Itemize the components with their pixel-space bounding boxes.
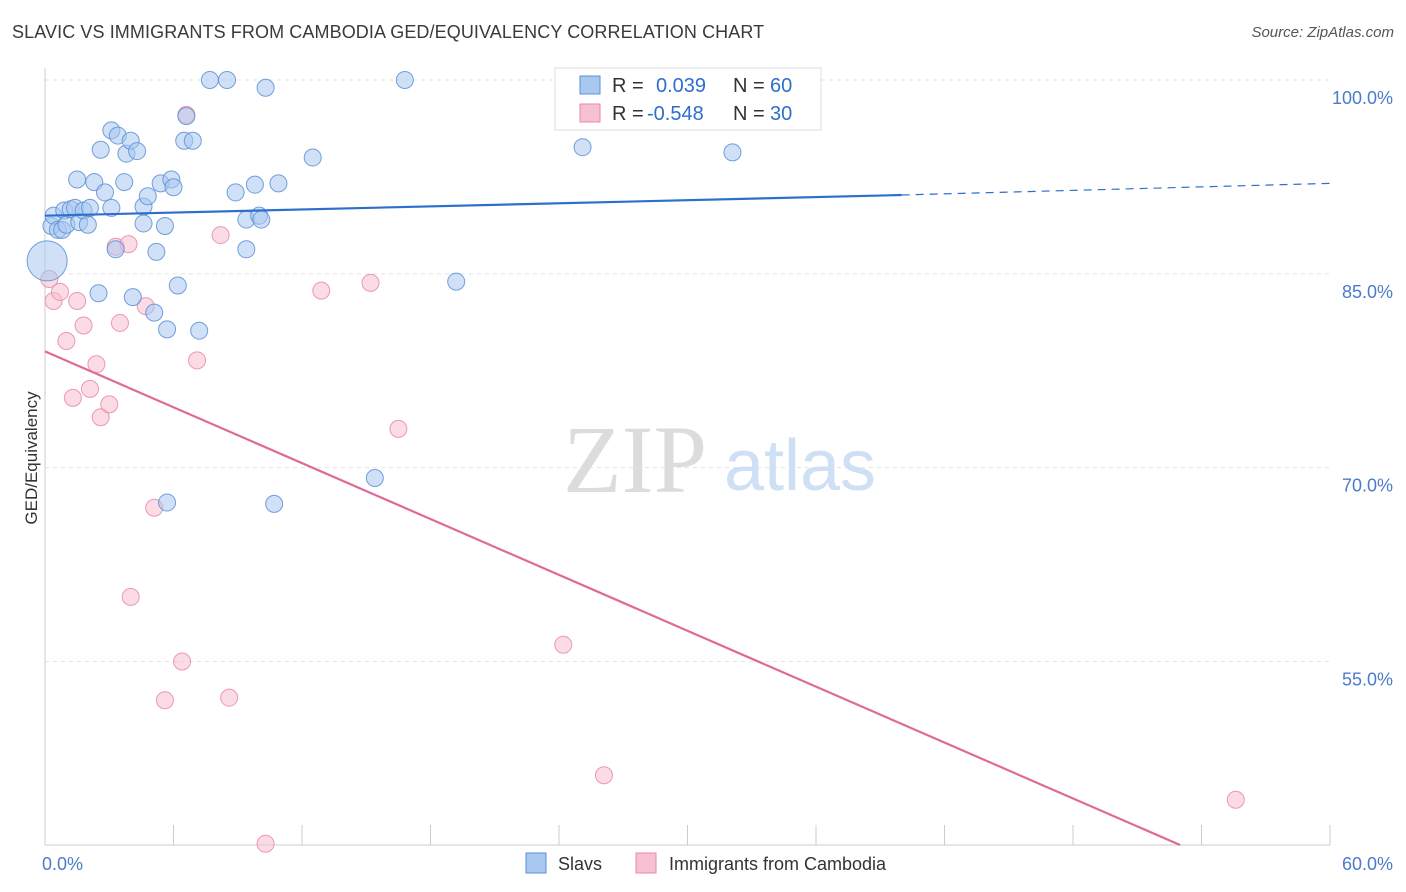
x-tick-label-0: 0.0% (42, 854, 83, 874)
slavs-point-31 (147, 242, 166, 261)
cambodia-point-29 (1226, 790, 1245, 809)
slavs-trend-extension (901, 182, 1331, 196)
slavs-point-55 (365, 469, 384, 488)
legend-swatch-cambodia (579, 103, 601, 123)
cambodia-point-4 (63, 388, 82, 407)
y-tick-label-3: 55.0% (1342, 670, 1393, 690)
slavs-point-20 (106, 240, 125, 259)
slavs-point-26 (128, 142, 147, 161)
cambodia-point-7 (80, 379, 99, 398)
slavs-point-15 (89, 284, 108, 303)
watermark-zip: ZIP (563, 406, 707, 513)
slavs-point-51 (256, 78, 275, 97)
cambodia-point-25 (361, 273, 380, 292)
trend-lines (44, 182, 1331, 847)
legend-r-value-slavs: 0.039 (656, 75, 706, 97)
bottom-legend-swatch-cambodia (635, 852, 657, 874)
slavs-point-42 (190, 321, 209, 340)
cambodia-point-18 (173, 652, 192, 671)
legend-n-label-slavs: N = (733, 75, 765, 97)
slavs-point-33 (155, 217, 174, 236)
series-slavs-points (26, 71, 742, 513)
source-credit: Source: ZipAtlas.com (1251, 24, 1394, 41)
chart-title: SLAVIC VS IMMIGRANTS FROM CAMBODIA GED/E… (12, 22, 765, 42)
legend-n-value-cambodia: 30 (770, 103, 792, 125)
legend: R = 0.039 N = 60 R = -0.548 N = 30 (554, 67, 822, 131)
slavs-point-35 (158, 493, 177, 512)
x-tick-label-1: 60.0% (1342, 854, 1393, 874)
slavs-point-9 (68, 170, 87, 189)
cambodia-point-23 (256, 834, 275, 853)
slavs-point-13 (80, 198, 99, 217)
bottom-legend: Slavs Immigrants from Cambodia (525, 852, 887, 874)
slavs-point-18 (102, 198, 121, 217)
slavs-point-56 (395, 71, 414, 89)
legend-n-label-cambodia: N = (733, 103, 765, 125)
cambodia-point-9 (91, 408, 110, 427)
y-tick-labels: 100.0% 85.0% 70.0% 55.0% (1332, 88, 1393, 690)
y-tick-label-2: 70.0% (1342, 476, 1393, 496)
slavs-point-16 (91, 140, 110, 159)
slavs-point-59 (723, 143, 742, 162)
cambodia-point-3 (57, 332, 76, 351)
slavs-point-43 (200, 71, 219, 89)
slavs-point-50 (252, 210, 271, 229)
legend-r-label-slavs: R = (612, 75, 644, 97)
y-axis-label: GED/Equivalency (22, 391, 41, 525)
slavs-point-12 (78, 215, 97, 234)
cambodia-point-24 (312, 281, 331, 300)
slavs-point-45 (226, 183, 245, 202)
cambodia-point-14 (121, 587, 140, 606)
cambodia-point-27 (554, 635, 573, 654)
watermark-atlas: atlas (724, 426, 876, 506)
slavs-point-57 (447, 272, 466, 291)
cambodia-point-6 (74, 316, 93, 335)
slavs-point-38 (168, 276, 187, 295)
cambodia-point-28 (594, 766, 613, 785)
cambodia-point-10 (100, 395, 119, 414)
slavs-point-30 (145, 303, 164, 322)
cambodia-point-12 (110, 313, 129, 332)
cambodia-trend-line (44, 350, 1181, 847)
cambodia-point-26 (389, 419, 408, 438)
slavs-trend-line (44, 193, 902, 217)
x-tick-labels: 0.0% 60.0% (42, 854, 1393, 874)
slavs-point-34 (158, 320, 177, 339)
legend-r-label-cambodia: R = (612, 103, 644, 125)
slavs-point-17 (95, 183, 114, 202)
slavs-point-48 (245, 175, 264, 194)
y-tick-label-0: 100.0% (1332, 88, 1393, 108)
slavs-point-52 (265, 494, 284, 513)
cambodia-point-22 (220, 688, 239, 707)
slavs-point-22 (115, 173, 134, 192)
slavs-point-37 (164, 178, 183, 197)
grid-lines (45, 79, 1330, 663)
slavs-point-54 (303, 148, 322, 167)
cambodia-point-21 (211, 226, 230, 245)
slavs-point-40 (177, 107, 196, 126)
cambodia-point-2 (50, 282, 69, 301)
bottom-legend-label-slavs: Slavs (558, 854, 602, 874)
legend-swatch-slavs (579, 75, 601, 95)
slavs-point-58 (573, 138, 592, 157)
slavs-point-46 (237, 240, 256, 259)
slavs-point-25 (123, 288, 142, 307)
slavs-point-28 (134, 214, 153, 233)
legend-r-value-cambodia: -0.548 (647, 103, 704, 125)
slavs-point-44 (218, 71, 237, 89)
watermark: ZIP atlas (563, 406, 876, 513)
bottom-legend-swatch-slavs (525, 852, 547, 874)
cambodia-point-17 (155, 691, 174, 710)
legend-n-value-slavs: 60 (770, 75, 792, 97)
y-tick-label-1: 85.0% (1342, 282, 1393, 302)
slavs-point-0 (26, 240, 68, 282)
cambodia-point-5 (68, 291, 87, 310)
bottom-legend-label-cambodia: Immigrants from Cambodia (669, 854, 887, 874)
slavs-point-29 (138, 187, 157, 206)
slavs-point-41 (183, 131, 202, 150)
cambodia-point-20 (188, 351, 207, 370)
slavs-point-53 (269, 174, 288, 193)
